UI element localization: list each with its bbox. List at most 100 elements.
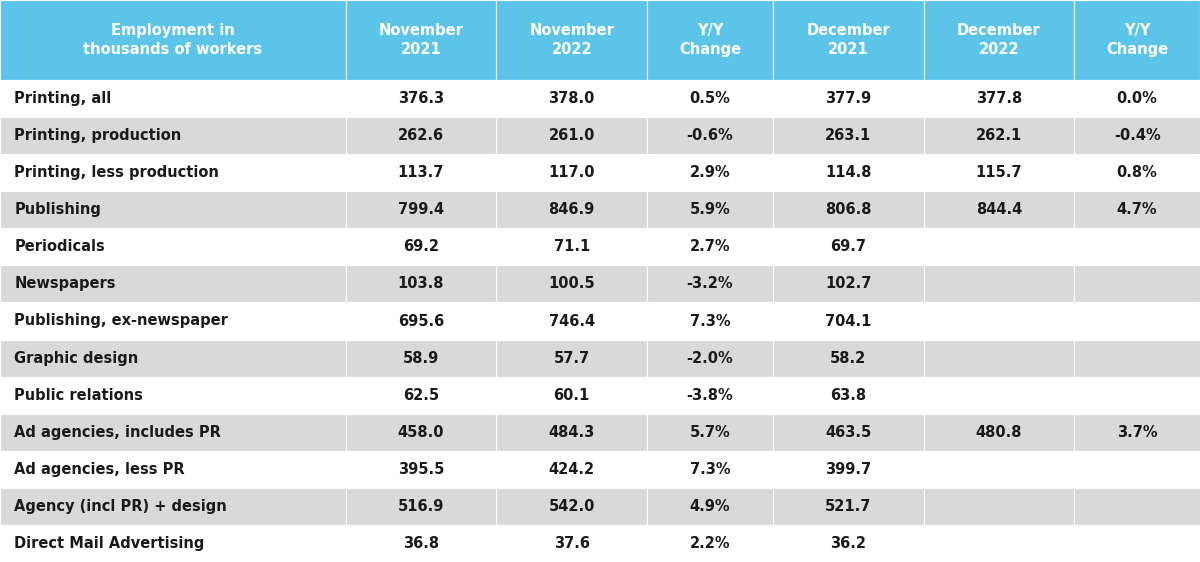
Bar <box>1074 488 1200 525</box>
Bar <box>0 377 346 414</box>
Text: Publishing: Publishing <box>14 202 101 217</box>
Bar <box>0 525 346 562</box>
Bar <box>647 80 773 117</box>
Bar <box>346 265 497 302</box>
Bar <box>1074 525 1200 562</box>
Bar <box>346 117 497 154</box>
Bar <box>773 191 924 228</box>
Text: 424.2: 424.2 <box>548 462 595 477</box>
Bar <box>773 339 924 377</box>
Bar <box>346 488 497 525</box>
Text: Public relations: Public relations <box>14 388 143 402</box>
Text: 521.7: 521.7 <box>824 499 871 514</box>
Text: 63.8: 63.8 <box>830 388 866 402</box>
Text: 395.5: 395.5 <box>397 462 444 477</box>
Text: Publishing, ex-newspaper: Publishing, ex-newspaper <box>14 314 228 329</box>
Bar <box>1074 117 1200 154</box>
Bar <box>0 80 346 117</box>
Bar <box>1074 302 1200 339</box>
Text: 7.3%: 7.3% <box>690 314 731 329</box>
Bar <box>497 525 647 562</box>
Bar <box>346 339 497 377</box>
Bar <box>773 302 924 339</box>
Bar <box>647 154 773 191</box>
Bar <box>346 80 497 117</box>
Text: Printing, production: Printing, production <box>14 128 181 143</box>
Bar <box>773 488 924 525</box>
Bar <box>0 451 346 488</box>
Bar <box>924 525 1074 562</box>
Bar <box>497 228 647 265</box>
Text: 377.9: 377.9 <box>826 91 871 106</box>
Text: 36.8: 36.8 <box>403 536 439 551</box>
Text: 37.6: 37.6 <box>553 536 589 551</box>
Text: 377.8: 377.8 <box>976 91 1022 106</box>
Text: November
2022: November 2022 <box>529 23 614 57</box>
Text: 695.6: 695.6 <box>398 314 444 329</box>
Text: 376.3: 376.3 <box>398 91 444 106</box>
Text: Agency (incl PR) + design: Agency (incl PR) + design <box>14 499 227 514</box>
Bar <box>1074 80 1200 117</box>
Bar <box>497 488 647 525</box>
Bar <box>924 191 1074 228</box>
Text: 60.1: 60.1 <box>553 388 590 402</box>
Bar <box>0 414 346 451</box>
Text: November
2021: November 2021 <box>378 23 463 57</box>
Bar <box>924 0 1074 80</box>
Bar <box>647 117 773 154</box>
Text: Newspapers: Newspapers <box>14 277 116 292</box>
Bar <box>924 414 1074 451</box>
Text: 7.3%: 7.3% <box>690 462 731 477</box>
Bar <box>647 377 773 414</box>
Text: 62.5: 62.5 <box>403 388 439 402</box>
Bar <box>924 488 1074 525</box>
Text: Ad agencies, less PR: Ad agencies, less PR <box>14 462 185 477</box>
Bar <box>773 451 924 488</box>
Text: 69.7: 69.7 <box>830 239 866 255</box>
Text: 799.4: 799.4 <box>398 202 444 217</box>
Bar <box>924 377 1074 414</box>
Text: 69.2: 69.2 <box>403 239 439 255</box>
Bar <box>497 339 647 377</box>
Text: 458.0: 458.0 <box>397 425 444 439</box>
Text: 58.2: 58.2 <box>830 351 866 365</box>
Text: 0.8%: 0.8% <box>1117 165 1158 180</box>
Text: 113.7: 113.7 <box>397 165 444 180</box>
Text: 57.7: 57.7 <box>553 351 589 365</box>
Bar <box>924 339 1074 377</box>
Text: 5.7%: 5.7% <box>690 425 731 439</box>
Text: 746.4: 746.4 <box>548 314 595 329</box>
Text: 3.7%: 3.7% <box>1117 425 1158 439</box>
Text: Ad agencies, includes PR: Ad agencies, includes PR <box>14 425 221 439</box>
Text: 58.9: 58.9 <box>403 351 439 365</box>
Bar <box>773 154 924 191</box>
Text: 102.7: 102.7 <box>824 277 871 292</box>
Text: 71.1: 71.1 <box>553 239 590 255</box>
Bar <box>0 488 346 525</box>
Text: 806.8: 806.8 <box>824 202 871 217</box>
Bar <box>346 228 497 265</box>
Text: 484.3: 484.3 <box>548 425 595 439</box>
Bar <box>497 265 647 302</box>
Bar <box>1074 154 1200 191</box>
Bar <box>497 154 647 191</box>
Text: 2.7%: 2.7% <box>690 239 731 255</box>
Bar <box>346 451 497 488</box>
Bar <box>647 228 773 265</box>
Text: 463.5: 463.5 <box>826 425 871 439</box>
Bar <box>924 265 1074 302</box>
Bar <box>647 339 773 377</box>
Text: 114.8: 114.8 <box>824 165 871 180</box>
Text: 480.8: 480.8 <box>976 425 1022 439</box>
Bar <box>1074 339 1200 377</box>
Text: 0.5%: 0.5% <box>690 91 731 106</box>
Text: 103.8: 103.8 <box>397 277 444 292</box>
Bar <box>346 154 497 191</box>
Bar <box>647 451 773 488</box>
Bar <box>773 117 924 154</box>
Bar <box>1074 451 1200 488</box>
Text: 263.1: 263.1 <box>826 128 871 143</box>
Bar <box>0 154 346 191</box>
Text: 262.1: 262.1 <box>976 128 1022 143</box>
Bar <box>647 0 773 80</box>
